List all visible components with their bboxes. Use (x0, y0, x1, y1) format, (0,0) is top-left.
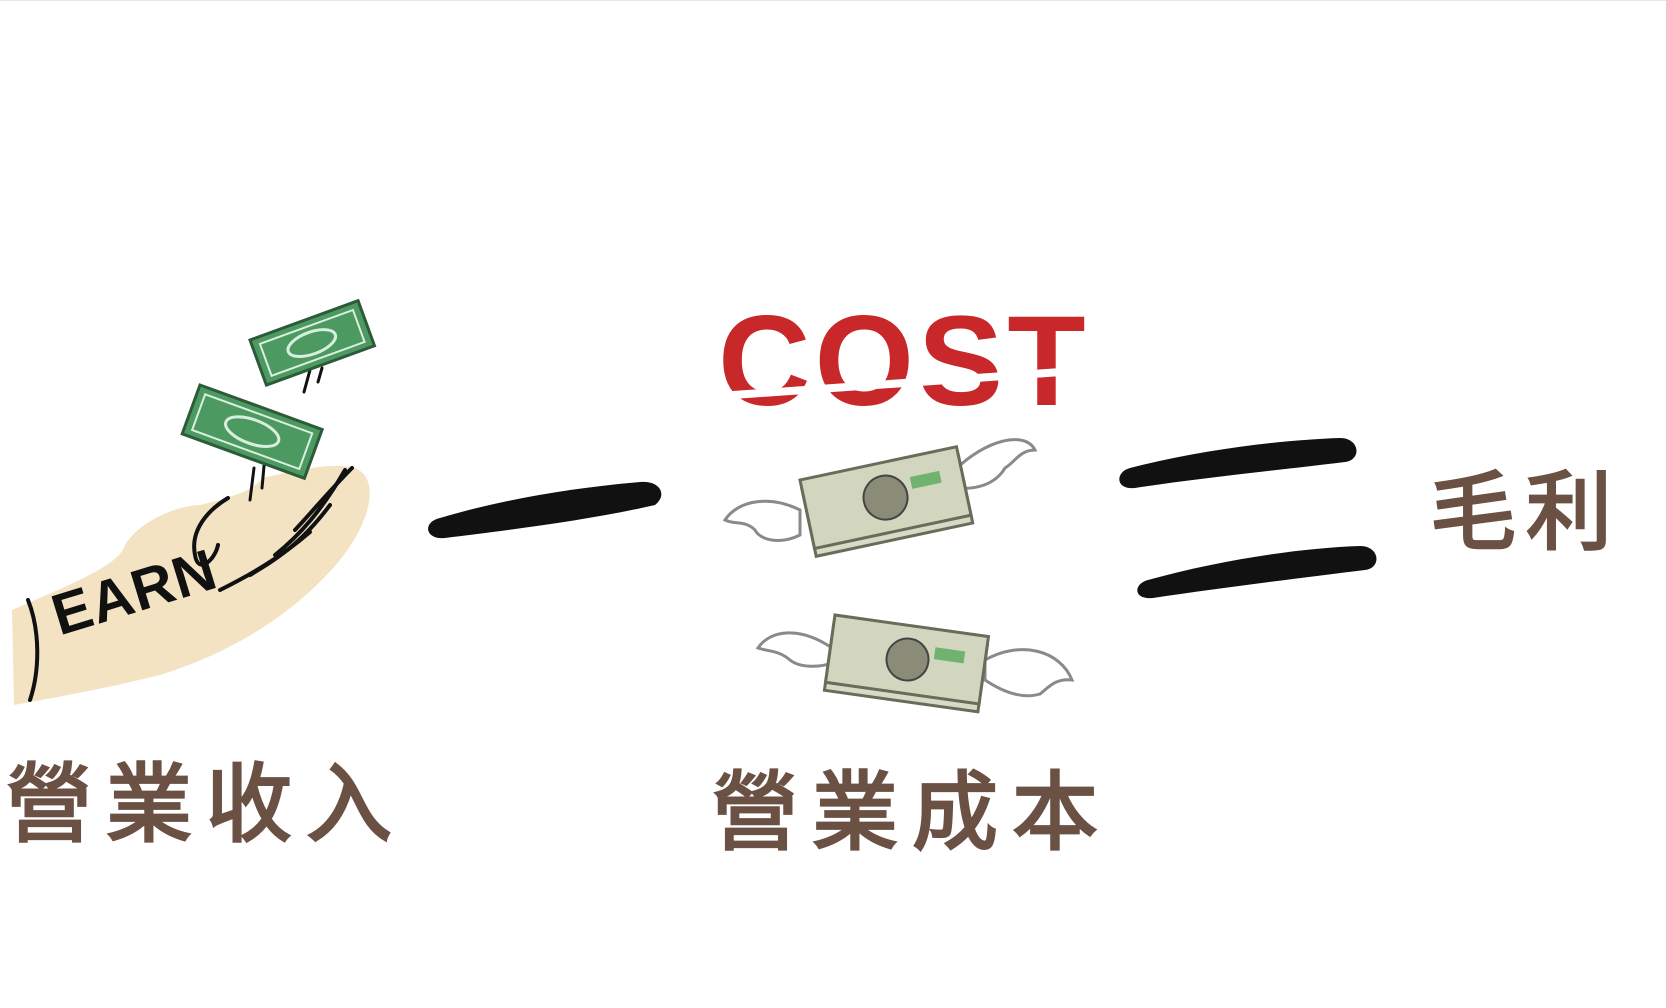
cost-text: COST (718, 290, 1090, 433)
revenue-label: 營業收入 (6, 754, 406, 855)
top-divider (0, 0, 1666, 1)
gross-profit-label: 毛利 (1430, 462, 1622, 563)
hand-icon (12, 465, 370, 705)
cost-label: 營業成本 (712, 762, 1112, 863)
minus-sign-icon (428, 481, 662, 539)
flying-money-icon (722, 438, 1075, 714)
falling-money-icon (180, 298, 377, 481)
equals-sign-icon (1119, 438, 1377, 599)
